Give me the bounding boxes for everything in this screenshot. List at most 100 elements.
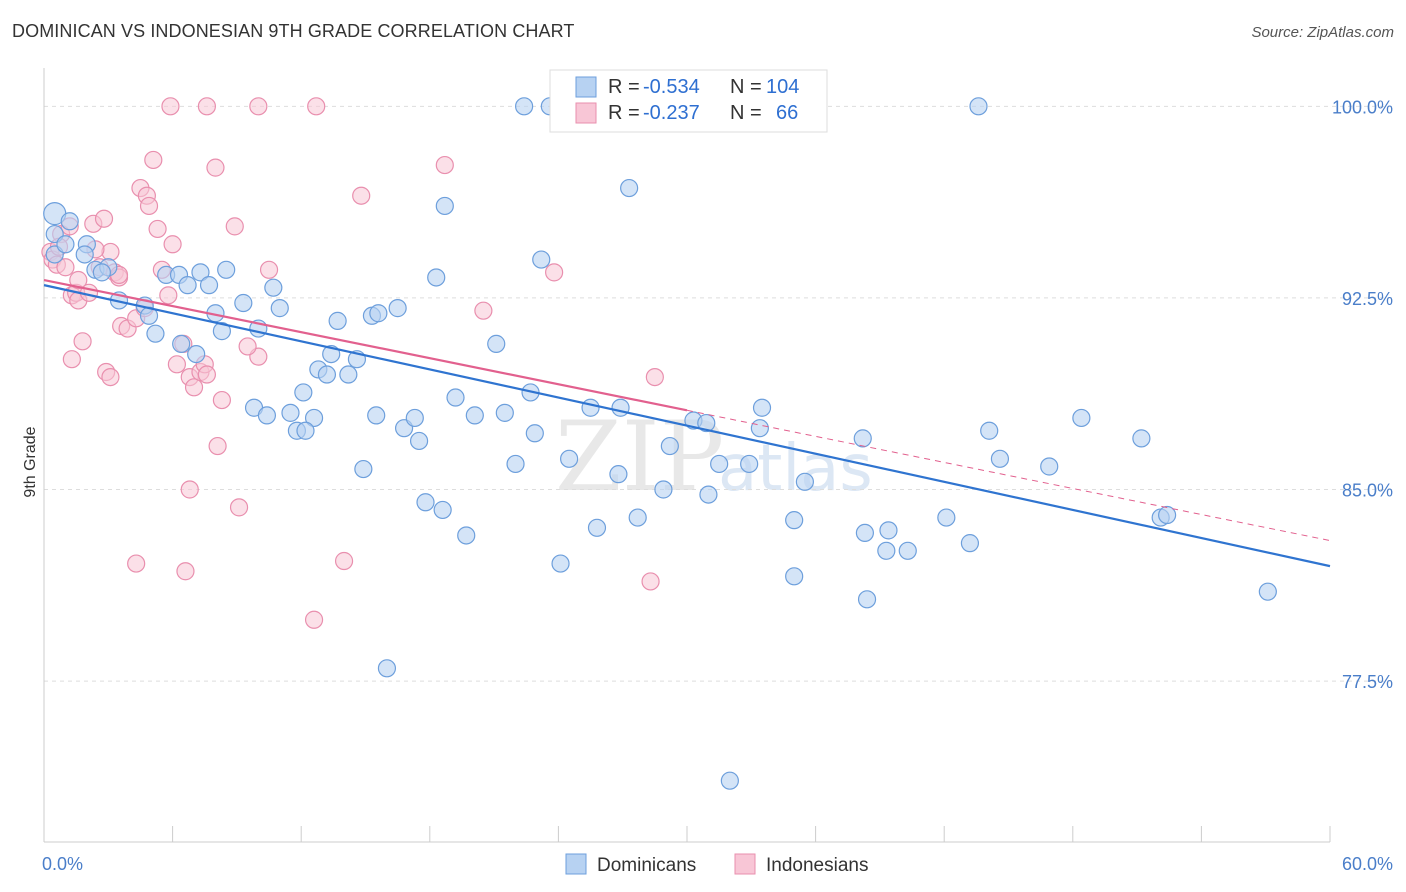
dominican-point [294, 383, 313, 402]
dominican-point [435, 196, 454, 216]
dominican-point [654, 480, 673, 499]
dominican-point [980, 421, 999, 440]
indonesian-point [249, 97, 268, 116]
dominican-point [628, 508, 647, 527]
indonesian-point [225, 217, 244, 236]
dominican-point [178, 276, 197, 295]
indonesian-point [641, 572, 660, 591]
dominican-point [750, 419, 769, 438]
y-tick-label: 100.0% [1332, 97, 1393, 117]
indonesian-point [307, 97, 326, 116]
dominican-point [990, 449, 1010, 468]
dominican-point [1158, 505, 1177, 525]
dominican-point [795, 472, 814, 491]
dominican-point [1258, 582, 1277, 601]
legend-indonesians-label: Indonesians [766, 855, 868, 876]
dominican-point [446, 388, 465, 407]
legend-dominicans-label: Dominicans [597, 855, 696, 876]
trendlines [43, 278, 1331, 568]
dominican-point [234, 293, 253, 313]
indonesian-point [176, 562, 195, 581]
indonesian-point [435, 155, 454, 175]
indonesian-point [474, 301, 493, 320]
dominican-point [296, 421, 315, 440]
dominican-point [609, 465, 628, 484]
dominican-point [377, 659, 397, 678]
indonesian-point [94, 209, 114, 228]
dominican-point [427, 268, 446, 287]
dominican-point [317, 365, 337, 384]
dominican-point [1132, 429, 1151, 448]
indonesian-point [101, 242, 120, 262]
x-tick-label-end: 60.0% [1342, 854, 1393, 874]
indonesian-point [184, 378, 204, 397]
dominican-point [405, 408, 424, 428]
dominican-point [551, 554, 570, 573]
dominican-point [457, 526, 476, 545]
indonesian-point [148, 219, 167, 239]
dominican-point [560, 449, 579, 468]
dominican-point [515, 97, 534, 116]
indonesian-point [206, 158, 225, 177]
indonesians-trendline [43, 278, 688, 412]
dominican-point [56, 235, 75, 254]
dominican-point [620, 178, 639, 198]
indonesian-point [238, 337, 257, 356]
dominican-point [367, 406, 386, 425]
dominican-point [697, 413, 716, 433]
dominican-point [369, 304, 388, 323]
dominican-point [487, 334, 506, 353]
x-tick-labels: 0.0% 60.0% [42, 854, 1393, 874]
indonesian-point [545, 263, 564, 282]
dominican-point [525, 424, 544, 443]
legend-bottom-pink-swatch [734, 853, 756, 875]
indonesian-point [56, 258, 75, 277]
dominican-point [339, 365, 358, 384]
dominican-point [60, 212, 79, 231]
dominican-point [937, 508, 956, 527]
dominican-point [495, 403, 514, 422]
legend-r-label-1: R = [608, 76, 640, 98]
y-tick-label: 77.5% [1342, 672, 1393, 692]
dominican-point [416, 493, 435, 512]
indonesian-point [197, 97, 216, 116]
dominican-point [879, 521, 898, 540]
indonesian-point [159, 286, 178, 305]
y-tick-label: 92.5% [1342, 289, 1393, 309]
dominican-point [146, 324, 165, 343]
y-tick-labels: 100.0% 92.5% 85.0% 77.5% [1332, 97, 1393, 692]
dominican-point [581, 398, 600, 417]
legend-pink-swatch [575, 102, 597, 124]
indonesian-point [334, 551, 354, 571]
dominican-point [304, 408, 324, 428]
dominican-point [1040, 457, 1059, 476]
indonesian-point [144, 150, 163, 170]
indonesian-point [167, 355, 186, 374]
dominican-point [853, 429, 872, 448]
chart-title: DOMINICAN VS INDONESIAN 9TH GRADE CORREL… [12, 21, 575, 41]
indonesian-point [161, 97, 180, 116]
legend-r-label-2: R = [608, 102, 640, 124]
indonesian-point [352, 186, 371, 205]
dominican-point [75, 245, 94, 264]
legend-n-label-2: N = [730, 102, 762, 124]
indonesian-point [208, 436, 227, 456]
dominican-point [611, 398, 630, 417]
dominican-point [877, 541, 896, 560]
dominican-point [409, 431, 429, 451]
dominican-point [898, 541, 917, 560]
dominican-point [785, 567, 804, 586]
indonesian-point [163, 235, 182, 254]
indonesian-point [197, 365, 216, 384]
indonesian-point [259, 260, 279, 279]
dominican-point [257, 406, 277, 425]
legend-bottom: Dominicans Indonesians [565, 853, 868, 876]
indonesian-point [101, 367, 120, 387]
dominican-point [217, 260, 236, 279]
y-axis-title: 9th Grade [22, 426, 39, 497]
indonesian-point [304, 610, 324, 629]
dominican-point [969, 97, 988, 116]
dominican-point [855, 523, 874, 543]
dominican-point [388, 299, 407, 318]
